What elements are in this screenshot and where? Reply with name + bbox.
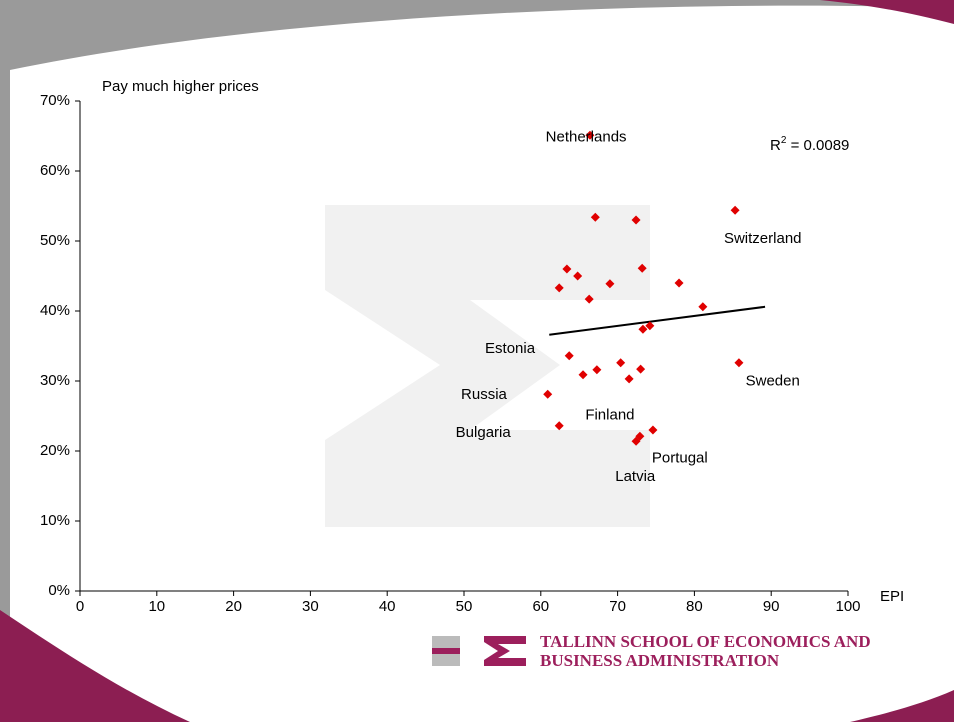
- point: [590, 212, 600, 222]
- top-corner: [820, 0, 954, 24]
- point: [564, 351, 574, 361]
- y-tick-label: 70%: [40, 92, 70, 109]
- point: [674, 278, 684, 288]
- point: [584, 294, 594, 304]
- point: [638, 324, 648, 334]
- point: [554, 283, 564, 293]
- logo-sigma: [484, 636, 526, 666]
- x-tick-label: 10: [148, 598, 165, 615]
- bottom-left-corner: [0, 610, 190, 722]
- r-squared-part: = 0.0089: [786, 137, 849, 154]
- y-tick-label: 30%: [40, 372, 70, 389]
- y-tick-label: 50%: [40, 232, 70, 249]
- point-label: Portugal: [652, 450, 708, 467]
- point: [734, 358, 744, 368]
- point: [637, 263, 647, 273]
- point-label: Sweden: [746, 373, 800, 390]
- logo-stripe: [432, 648, 460, 654]
- point: [624, 374, 634, 384]
- point: [605, 279, 615, 289]
- x-tick-label: 100: [835, 598, 860, 615]
- x-tick-label: 50: [456, 598, 473, 615]
- x-tick-label: 0: [76, 598, 84, 615]
- point: [636, 364, 646, 374]
- y-axis-label: Pay much higher prices: [102, 78, 259, 95]
- y-tick-label: 0%: [48, 582, 70, 599]
- point-label: Switzerland: [724, 230, 802, 247]
- logo: [432, 636, 526, 666]
- point: [616, 358, 626, 368]
- point-label: Bulgaria: [456, 424, 512, 441]
- point: [592, 365, 602, 375]
- watermark: [325, 205, 650, 527]
- point: [562, 264, 572, 274]
- point-label: Russia: [461, 386, 508, 403]
- x-tick-label: 80: [686, 598, 703, 615]
- point: [730, 205, 740, 215]
- point: [631, 436, 641, 446]
- footer-line: TALLINN SCHOOL OF ECONOMICS AND: [540, 632, 871, 651]
- x-tick-label: 40: [379, 598, 396, 615]
- point: [573, 271, 583, 281]
- bottom-right-corner: [850, 690, 954, 722]
- point: [554, 421, 564, 431]
- x-tick-label: 70: [609, 598, 626, 615]
- point: [585, 130, 595, 140]
- footer-line: BUSINESS ADMINISTRATION: [540, 651, 780, 670]
- x-tick-label: 90: [763, 598, 780, 615]
- point: [698, 302, 708, 312]
- y-tick-label: 10%: [40, 512, 70, 529]
- x-tick-label: 20: [225, 598, 242, 615]
- y-tick-label: 20%: [40, 442, 70, 459]
- point-label: Estonia: [485, 340, 536, 357]
- point: [648, 425, 658, 435]
- r-squared-part: 2: [781, 135, 787, 146]
- y-tick-label: 40%: [40, 302, 70, 319]
- trendline: [549, 305, 766, 336]
- x-axis-label: EPI: [880, 588, 904, 605]
- point-label: Netherlands: [546, 128, 627, 145]
- point-label: Finland: [585, 406, 634, 423]
- point: [578, 370, 588, 380]
- point: [645, 321, 655, 331]
- point-label: Latvia: [615, 468, 656, 485]
- r-squared: R2 = 0.0089: [770, 135, 849, 154]
- x-tick-label: 60: [532, 598, 549, 615]
- r-squared-part: R: [770, 137, 781, 154]
- x-tick-label: 30: [302, 598, 319, 615]
- point: [543, 389, 553, 399]
- y-tick-label: 60%: [40, 162, 70, 179]
- point: [631, 215, 641, 225]
